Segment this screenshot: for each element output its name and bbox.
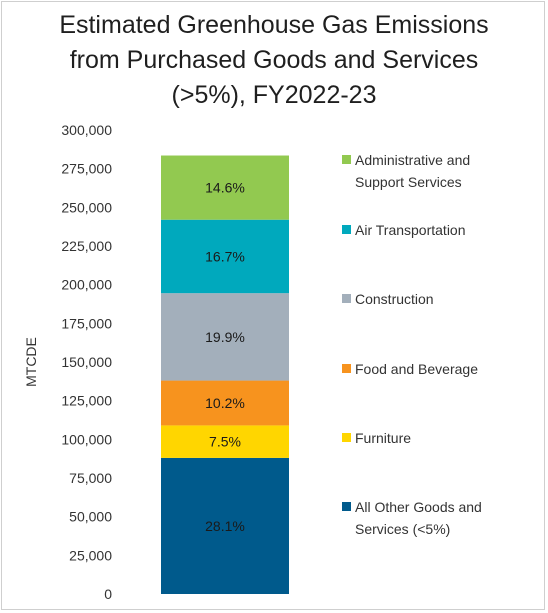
data-label: 19.9% <box>205 329 245 345</box>
data-label: 7.5% <box>209 434 241 450</box>
legend-label: Construction <box>355 291 434 307</box>
y-tick-label: 275,000 <box>61 161 112 177</box>
y-tick-label: 300,000 <box>61 122 112 138</box>
chart-title: Estimated Greenhouse Gas Emissions from … <box>0 8 548 113</box>
legend-label: Air Transportation <box>355 222 466 238</box>
y-tick-label: 0 <box>104 586 112 602</box>
legend-swatch <box>342 225 351 234</box>
y-tick-label: 175,000 <box>61 315 112 331</box>
data-label: 14.6% <box>205 180 245 196</box>
bar-segment <box>161 219 289 294</box>
data-label: 28.1% <box>205 518 245 534</box>
legend-label: Food and Beverage <box>355 361 478 377</box>
chart-title-line: (>5%), FY2022-23 <box>171 81 377 109</box>
y-tick-label: 100,000 <box>61 431 112 447</box>
bar-segment <box>161 380 289 426</box>
legend-swatch <box>342 364 351 373</box>
bar-segment <box>161 155 289 220</box>
legend-swatch <box>342 502 351 511</box>
legend-label: Administrative and <box>355 152 470 168</box>
y-tick-label: 25,000 <box>69 547 112 563</box>
legend-label: Support Services <box>355 174 462 190</box>
legend-swatch <box>342 155 351 164</box>
legend-label: All Other Goods and <box>355 499 482 515</box>
y-tick-label: 50,000 <box>69 509 112 525</box>
y-tick-label: 125,000 <box>61 393 112 409</box>
chart-title-line: Estimated Greenhouse Gas Emissions <box>59 11 489 39</box>
bar-segment <box>161 293 289 381</box>
y-axis-title: MTCDE <box>23 337 39 387</box>
legend-swatch <box>342 433 351 442</box>
data-label: 10.2% <box>205 395 245 411</box>
y-tick-label: 200,000 <box>61 277 112 293</box>
y-tick-label: 250,000 <box>61 199 112 215</box>
bar-segment <box>161 457 289 594</box>
chart-title-line: from Purchased Goods and Services <box>69 46 479 74</box>
y-tick-label: 225,000 <box>61 238 112 254</box>
legend-swatch <box>342 294 351 303</box>
y-tick-label: 75,000 <box>69 470 112 486</box>
legend-label: Services (<5%) <box>355 521 450 537</box>
legend-label: Furniture <box>355 430 411 446</box>
bar-segment <box>161 425 289 458</box>
data-label: 16.7% <box>205 248 245 264</box>
y-tick-label: 150,000 <box>61 354 112 370</box>
